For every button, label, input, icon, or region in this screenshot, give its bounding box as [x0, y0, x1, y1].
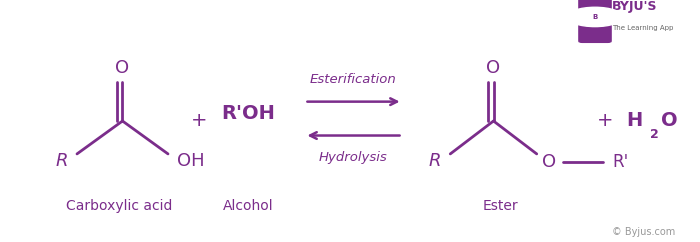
Text: © Byjus.com: © Byjus.com — [612, 227, 676, 237]
FancyBboxPatch shape — [579, 0, 611, 42]
Text: O: O — [116, 59, 130, 77]
Text: Ester: Ester — [483, 199, 518, 213]
Text: OH: OH — [176, 152, 204, 170]
Text: R': R' — [612, 153, 629, 171]
Text: B: B — [592, 14, 598, 20]
Text: R: R — [55, 152, 68, 170]
Circle shape — [567, 7, 623, 27]
Text: The Learning App: The Learning App — [612, 25, 673, 31]
Text: Alcohol: Alcohol — [223, 199, 274, 213]
Text: O: O — [542, 153, 556, 171]
Text: Carboxylic acid: Carboxylic acid — [66, 199, 172, 213]
Text: R'OH: R'OH — [222, 104, 275, 123]
Text: Esterification: Esterification — [310, 73, 397, 86]
Text: +: + — [191, 112, 208, 130]
Text: BYJU'S: BYJU'S — [612, 0, 657, 13]
Text: R: R — [428, 152, 441, 170]
Text: Hydrolysis: Hydrolysis — [319, 151, 388, 164]
Text: O: O — [486, 59, 500, 77]
Text: 2: 2 — [650, 128, 659, 141]
Text: +: + — [597, 112, 614, 130]
Text: O: O — [662, 112, 678, 130]
Text: H: H — [626, 112, 643, 130]
